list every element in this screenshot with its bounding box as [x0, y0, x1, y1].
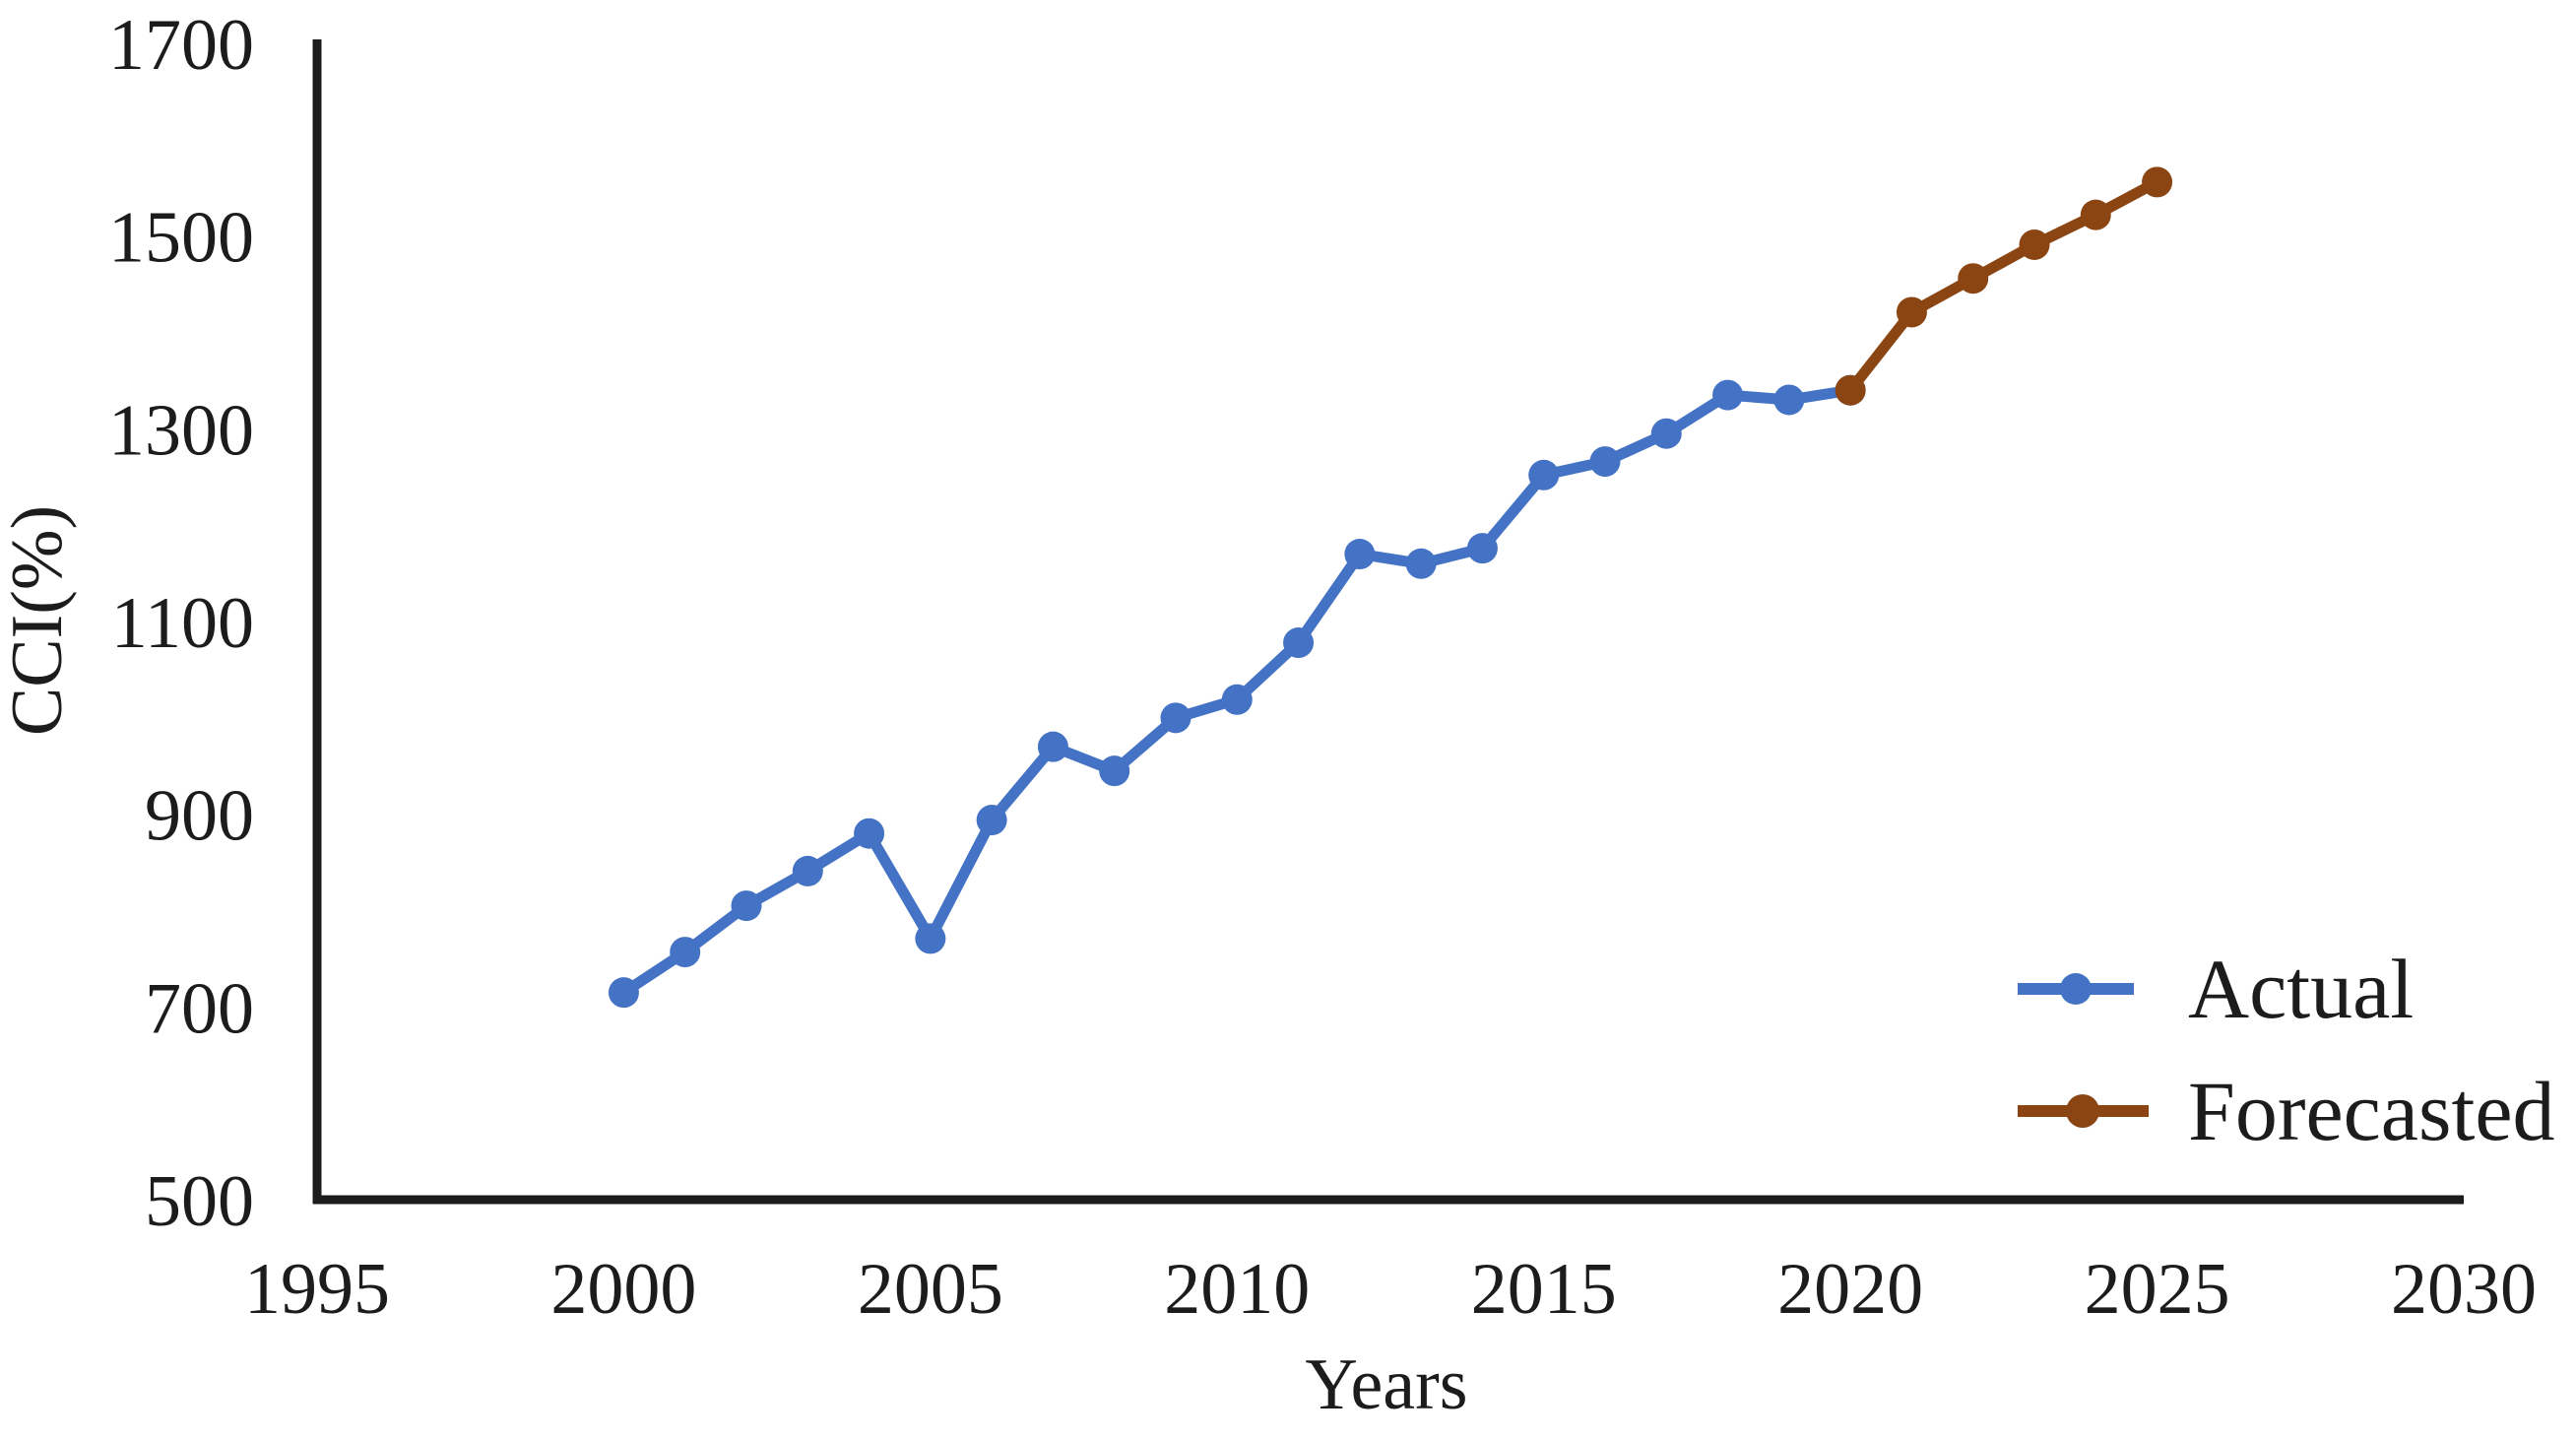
x-tick-label: 2005 [858, 1249, 1003, 1330]
data-point-actual [1344, 539, 1376, 570]
series-forecasted [1835, 166, 2173, 406]
y-axis: 500 700 900 1100 1300 1500 1700 CCI(%) [0, 5, 322, 1242]
series-line-forecasted [1844, 176, 2163, 396]
data-point-forecasted [1835, 374, 1866, 406]
legend: Actual Forecasted [2018, 942, 2555, 1158]
y-tick-label: 700 [145, 968, 254, 1049]
data-point-forecasted [1958, 263, 1989, 295]
data-point-actual [670, 937, 701, 968]
series-actual [608, 374, 1866, 1009]
data-point-actual [1773, 384, 1805, 416]
data-point-actual [1037, 731, 1068, 762]
x-tick-labels: 1995 2000 2005 2010 2015 2020 2025 2030 [244, 1249, 2537, 1330]
legend-actual-marker-dot [2060, 973, 2092, 1005]
data-point-actual [1099, 755, 1130, 787]
data-point-forecasted [2019, 229, 2050, 260]
data-point-actual [1528, 459, 1560, 491]
y-tick-labels: 500 700 900 1100 1300 1500 1700 [108, 5, 254, 1242]
data-point-actual [1589, 446, 1621, 478]
x-axis: 1995 2000 2005 2010 2015 2020 2025 2030 Years [244, 1195, 2537, 1425]
data-point-forecasted [2080, 199, 2111, 230]
data-point-actual [1405, 548, 1437, 579]
y-tick-label: 1500 [108, 198, 254, 279]
x-tick-label: 2015 [1471, 1249, 1617, 1330]
x-axis-title: Years [1305, 1344, 1467, 1425]
data-point-actual [1466, 533, 1498, 564]
data-point-actual [1712, 379, 1744, 411]
data-point-actual [731, 890, 762, 922]
data-point-forecasted [1896, 296, 1927, 328]
data-point-actual [608, 977, 639, 1009]
y-tick-label: 500 [145, 1161, 254, 1242]
y-tick-label: 1100 [111, 583, 254, 664]
x-tick-label: 2030 [2391, 1249, 2537, 1330]
y-tick-label: 1700 [108, 5, 254, 86]
x-tick-label: 2010 [1164, 1249, 1310, 1330]
data-point-actual [1650, 418, 1682, 449]
data-point-actual [854, 818, 885, 849]
x-tick-label: 2020 [1777, 1249, 1923, 1330]
data-point-actual [1283, 627, 1315, 659]
y-tick-label: 900 [145, 776, 254, 857]
x-tick-label: 2025 [2085, 1249, 2230, 1330]
x-tick-label: 2000 [550, 1249, 696, 1330]
legend-actual-label: Actual [2188, 942, 2414, 1036]
legend-forecasted-marker-dot [2066, 1094, 2099, 1128]
y-axis-title: CCI(%) [0, 505, 78, 736]
x-tick-label: 1995 [244, 1249, 390, 1330]
legend-forecasted-label: Forecasted [2188, 1064, 2555, 1158]
data-point-actual [792, 855, 823, 886]
data-point-actual [976, 805, 1007, 836]
data-point-actual [1221, 684, 1253, 715]
data-point-forecasted [2142, 166, 2173, 198]
y-tick-label: 1300 [108, 390, 254, 471]
data-point-actual [915, 923, 946, 954]
data-point-actual [1160, 702, 1191, 734]
